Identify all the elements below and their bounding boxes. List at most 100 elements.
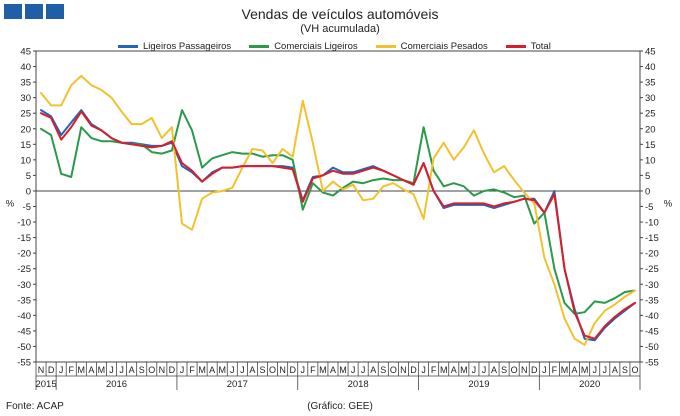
- x-month-label: O: [390, 365, 397, 375]
- x-month-label: J: [361, 365, 366, 375]
- legend-label: Total: [530, 41, 551, 52]
- x-month-label: M: [339, 365, 347, 375]
- plot-frame: [35, 50, 641, 363]
- legend-item-comerciais-ligeiros: Comerciais Ligeiros: [249, 41, 358, 52]
- x-month-label: S: [139, 365, 145, 375]
- x-month-label: J: [603, 365, 608, 375]
- x-month-label: J: [230, 365, 235, 375]
- y-tick-label-left: 10: [20, 155, 31, 166]
- y-tick-label-left: 0: [26, 186, 31, 197]
- y-tick-label-left: 45: [20, 47, 31, 58]
- series-line-comerciais-pesados: [40, 74, 636, 346]
- x-month-label: F: [431, 365, 437, 375]
- x-month-label: M: [440, 365, 448, 375]
- x-year-label: 2016: [106, 379, 127, 390]
- y-tick-label-left: 30: [20, 93, 31, 104]
- series-line-total: [40, 110, 636, 340]
- y-tick-label-left: 15: [20, 140, 31, 151]
- x-month-label: A: [88, 365, 94, 375]
- x-month-label: N: [279, 365, 286, 375]
- x-month-label: J: [180, 365, 185, 375]
- y-tick-label-right: 0: [645, 186, 650, 197]
- x-month-label: A: [209, 365, 215, 375]
- y-tick-label-left: -40: [17, 311, 31, 322]
- chart-subtitle: (VH acumulada): [300, 23, 380, 35]
- y-tick-label-right: 10: [645, 155, 656, 166]
- x-month-label: A: [330, 365, 336, 375]
- x-month-label: S: [380, 365, 386, 375]
- y-tick-label-left: -20: [17, 249, 31, 260]
- x-month-label: M: [218, 365, 226, 375]
- legend-swatch: [505, 45, 526, 48]
- x-month-label: N: [521, 365, 528, 375]
- logo-square-2: [25, 4, 43, 19]
- y-tick-label-left: -10: [17, 218, 31, 229]
- x-month-label: D: [48, 365, 55, 375]
- legend-item-ligeiros-passageiros: Ligeiros Passageiros: [118, 41, 231, 52]
- y-tick-label-right: -55: [645, 358, 659, 369]
- y-tick-label-left: 35: [20, 78, 31, 89]
- y-tick-label-right: 25: [645, 109, 656, 120]
- y-tick-label-right: 40: [645, 62, 656, 73]
- x-month-label: M: [460, 365, 468, 375]
- series-line-comerciais-ligeiros: [40, 109, 636, 315]
- x-month-label: J: [351, 365, 356, 375]
- x-year-label: 2020: [579, 379, 600, 390]
- x-month-label: O: [269, 365, 276, 375]
- x-month-label: J: [119, 365, 124, 375]
- y-tick-label-right: -20: [645, 249, 659, 260]
- x-month-label: M: [581, 365, 589, 375]
- y-tick-label-left: 20: [20, 124, 31, 135]
- x-month-label: O: [148, 365, 155, 375]
- x-month-label: J: [240, 365, 245, 375]
- y-tick-label-left: -35: [17, 295, 31, 306]
- x-month-label: S: [622, 365, 628, 375]
- x-month-label: M: [198, 365, 206, 375]
- y-axis-label-right: %: [664, 199, 673, 210]
- y-tick-label-right: -50: [645, 342, 659, 353]
- legend-swatch: [118, 45, 138, 48]
- y-tick-label-right: 5: [645, 171, 650, 182]
- y-tick-label-left: -5: [23, 202, 31, 213]
- legend-label: Comerciais Pesados: [400, 41, 488, 52]
- y-tick-label-right: -40: [645, 311, 659, 322]
- x-month-label: J: [301, 365, 306, 375]
- x-year-label: 2019: [468, 379, 489, 390]
- x-month-label: N: [400, 365, 407, 375]
- legend-item-comerciais-pesados: Comerciais Pesados: [375, 41, 488, 52]
- y-tick-label-right: -35: [645, 295, 659, 306]
- y-tick-label-right: -30: [645, 280, 659, 291]
- x-month-label: A: [612, 365, 618, 375]
- legend-label: Comerciais Ligeiros: [274, 41, 358, 52]
- y-tick-label-right: -15: [645, 233, 659, 244]
- y-tick-label-left: -50: [17, 342, 31, 353]
- y-tick-label-right: -5: [645, 202, 653, 213]
- x-month-label: S: [259, 365, 265, 375]
- y-tick-label-left: -30: [17, 280, 31, 291]
- source-note: Fonte: ACAP: [6, 401, 64, 412]
- x-month-label: J: [472, 365, 477, 375]
- y-tick-label-left: -55: [17, 358, 31, 369]
- x-month-label: A: [370, 365, 376, 375]
- x-year-label: 2018: [348, 379, 369, 390]
- chart-title: Vendas de veículos automóveis: [241, 6, 439, 22]
- x-month-label: A: [129, 365, 135, 375]
- x-month-label: F: [310, 365, 316, 375]
- logo-square-1: [4, 4, 22, 19]
- x-month-label: N: [38, 365, 45, 375]
- gee-logo: [4, 4, 64, 19]
- x-month-label: D: [531, 365, 538, 375]
- x-month-label: J: [542, 365, 547, 375]
- x-month-label: M: [98, 365, 106, 375]
- x-month-label: F: [189, 365, 195, 375]
- x-year-label: 2015: [35, 379, 56, 390]
- y-tick-label-left: -15: [17, 233, 31, 244]
- x-month-label: M: [319, 365, 327, 375]
- y-tick-label-right: 35: [645, 78, 656, 89]
- y-tick-label-right: 30: [645, 93, 656, 104]
- y-tick-label-left: -45: [17, 326, 31, 337]
- x-month-label: J: [482, 365, 487, 375]
- legend-item-total: Total: [505, 41, 551, 52]
- y-tick-label-left: 25: [20, 109, 31, 120]
